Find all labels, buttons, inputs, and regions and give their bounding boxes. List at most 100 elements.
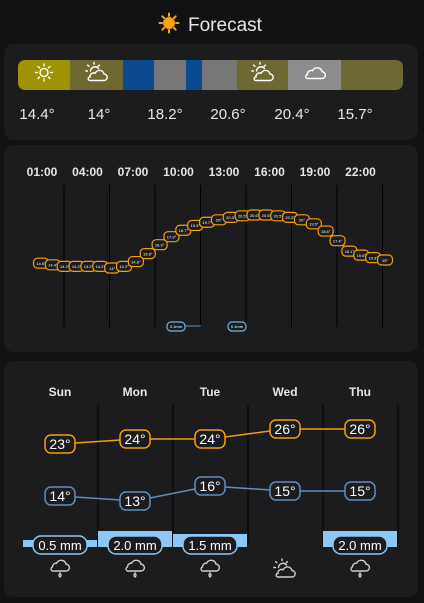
temperature-point-label: 20.6° bbox=[250, 213, 260, 218]
precip-amount-label: 0.5 mm bbox=[38, 538, 81, 553]
rain-cloud-icon bbox=[50, 559, 71, 578]
high-temperature-point: 26° bbox=[344, 419, 376, 439]
forecast-header: Forecast bbox=[0, 0, 424, 44]
condition-segment bbox=[18, 60, 70, 90]
temperature-point-label: 15.8° bbox=[143, 251, 153, 256]
hourly-forecast-card: 01:00 04:00 07:00 10:00 13:00 16:00 19:00 22:00… bbox=[4, 145, 418, 352]
temperature-point-label: 20.5° bbox=[238, 214, 248, 219]
rain-cloud-icon bbox=[350, 559, 371, 578]
daily-chart: Sun 23° 14° 0.5 mm Mon 24° 13° 2.0 mm Tue 24° 16° 1… bbox=[23, 385, 399, 578]
high-temperature-marker bbox=[269, 419, 301, 439]
temperature-point-label: 19.5° bbox=[309, 222, 319, 227]
low-temperature-label: 16° bbox=[199, 478, 220, 494]
daily-forecast-card: Sun 23° 14° 0.5 mm Mon 24° 13° 2.0 mm Tue 24° 16° 1… bbox=[4, 361, 418, 597]
condition-segment bbox=[123, 60, 154, 90]
temperature-point: 17.4° bbox=[329, 235, 346, 247]
temperature-point: 14.8° bbox=[127, 255, 144, 268]
temperature-point: 18.7° bbox=[175, 224, 192, 236]
condition-segment bbox=[202, 60, 237, 90]
precip-amount: 1.5 mm bbox=[182, 535, 238, 555]
temperature-point-label: 20.3° bbox=[226, 215, 236, 220]
day-name: Mon bbox=[123, 385, 148, 399]
temperature-point-label: 15.3° bbox=[368, 255, 378, 260]
temperature-point-label: 14.2° bbox=[60, 264, 70, 269]
day-name: Tue bbox=[200, 385, 221, 399]
temperature-point-label: 14.4° bbox=[48, 263, 58, 268]
temperature-point: 20.5° bbox=[234, 210, 251, 222]
precip-amount-box bbox=[107, 535, 163, 555]
temperature-point-label: 18.6° bbox=[321, 229, 331, 234]
partly-cloudy-icon bbox=[250, 61, 275, 89]
temperature-point-label: 15° bbox=[382, 258, 388, 263]
high-temperature-label: 24° bbox=[124, 431, 145, 447]
high-temperature-marker bbox=[119, 429, 151, 449]
condition-segment bbox=[237, 60, 288, 90]
time-label: 22:00 bbox=[345, 165, 376, 179]
temperature-point-label: 20° bbox=[299, 218, 305, 223]
cloud-icon bbox=[303, 64, 327, 87]
high-temperature-marker bbox=[194, 429, 226, 449]
precip-label: 0.1mm bbox=[170, 324, 183, 329]
partly-cloudy-icon bbox=[84, 61, 109, 89]
condition-temperature: 14° bbox=[87, 106, 111, 123]
temperature-marker bbox=[127, 255, 144, 268]
conditions-temperatures: 14.4° 14° 18.2° 20.6° 20.4° 15.7° bbox=[4, 106, 418, 126]
day-name: Wed bbox=[272, 385, 297, 399]
temperature-point: 19.5° bbox=[305, 218, 322, 230]
temperature-point-label: 20° bbox=[216, 218, 222, 223]
time-label: 10:00 bbox=[163, 165, 194, 179]
precip-amount-label: 1.5 mm bbox=[188, 538, 231, 553]
high-temperature-point: 24° bbox=[119, 429, 151, 449]
temperature-point-label: 19.7° bbox=[202, 220, 212, 225]
precip-marker: 0.1mm bbox=[166, 321, 186, 332]
precip-amount-box bbox=[332, 535, 388, 555]
high-temperature-point: 26° bbox=[269, 419, 301, 439]
high-temperature-point: 23° bbox=[44, 434, 76, 454]
high-temperature-marker bbox=[44, 434, 76, 454]
temperature-marker bbox=[305, 218, 322, 230]
precip-amount: 0.5 mm bbox=[32, 535, 88, 555]
low-temperature-marker bbox=[194, 476, 226, 496]
low-temperature-marker bbox=[269, 481, 301, 501]
header-title-group: Forecast bbox=[158, 12, 262, 39]
temperature-point-label: 20.3° bbox=[285, 215, 295, 220]
low-temperature-label: 15° bbox=[274, 483, 295, 499]
day-name: Thu bbox=[349, 385, 371, 399]
high-temperature-label: 26° bbox=[349, 421, 370, 437]
sun-icon bbox=[158, 12, 180, 39]
hourly-chart: 01:00 04:00 07:00 10:00 13:00 16:00 19:00 22:00… bbox=[27, 165, 394, 332]
low-temperature-marker bbox=[119, 491, 151, 511]
temperature-marker bbox=[317, 225, 334, 237]
temperature-point: 18.6° bbox=[317, 225, 334, 237]
high-temperature-point: 24° bbox=[194, 429, 226, 449]
temperature-point-label: 20.6° bbox=[262, 213, 272, 218]
time-label: 04:00 bbox=[72, 165, 103, 179]
condition-temperature: 18.2° bbox=[147, 106, 183, 123]
condition-temperature: 20.6° bbox=[210, 106, 246, 123]
precip-marker-box bbox=[227, 321, 247, 332]
temperature-point: 16.9° bbox=[151, 239, 168, 251]
low-temperature-marker bbox=[344, 481, 376, 501]
temperature-marker bbox=[329, 235, 346, 247]
temperature-point-label: 14.8° bbox=[131, 259, 141, 264]
time-label: 16:00 bbox=[254, 165, 285, 179]
temperature-point-label: 14.2° bbox=[84, 264, 94, 269]
low-temperature-label: 15° bbox=[349, 483, 370, 499]
temperature-marker bbox=[151, 239, 168, 251]
day-name: Sun bbox=[49, 385, 72, 399]
low-temperature-point: 16° bbox=[194, 476, 226, 496]
temperature-marker bbox=[376, 254, 394, 266]
temperature-point-label: 14.2° bbox=[72, 264, 82, 269]
temperature-point-label: 17.4° bbox=[333, 238, 343, 243]
low-temperature-point: 14° bbox=[44, 486, 76, 506]
partly-cloudy-icon bbox=[273, 558, 296, 578]
precip-amount-label: 2.0 mm bbox=[338, 538, 381, 553]
temperature-point-label: 14.6° bbox=[36, 261, 46, 266]
temperature-point-label: 17.9° bbox=[167, 234, 177, 239]
condition-temperature: 15.7° bbox=[337, 106, 373, 123]
temperature-point-label: 16.9° bbox=[155, 243, 165, 248]
temperature-point: 15° bbox=[376, 254, 394, 266]
low-temperature-point: 15° bbox=[344, 481, 376, 501]
condition-segment bbox=[154, 60, 186, 90]
precip-amount-box bbox=[182, 535, 238, 555]
